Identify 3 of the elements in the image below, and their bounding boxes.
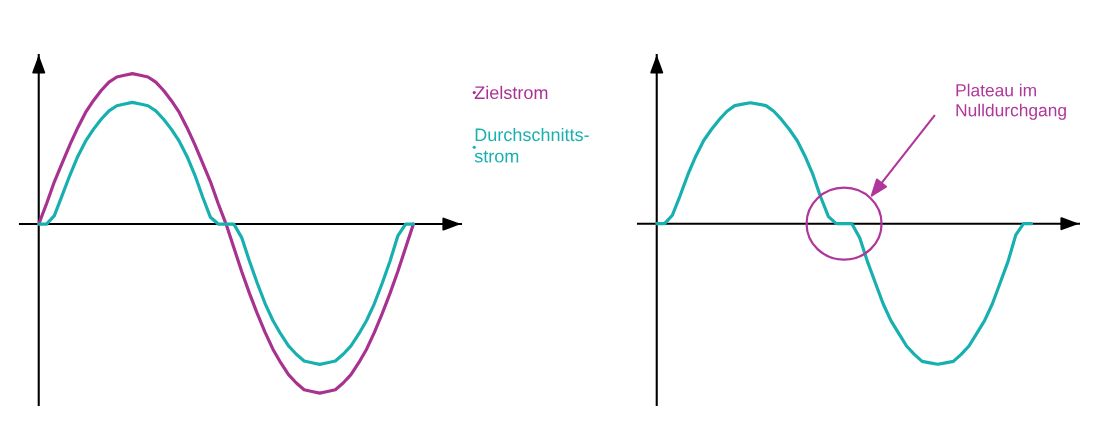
legend-label: Durchschnitts- strom (474, 127, 589, 163)
annotation: Plateau im Nulldurchgang (956, 83, 1066, 120)
legend-label: Zielstrom (474, 85, 548, 100)
